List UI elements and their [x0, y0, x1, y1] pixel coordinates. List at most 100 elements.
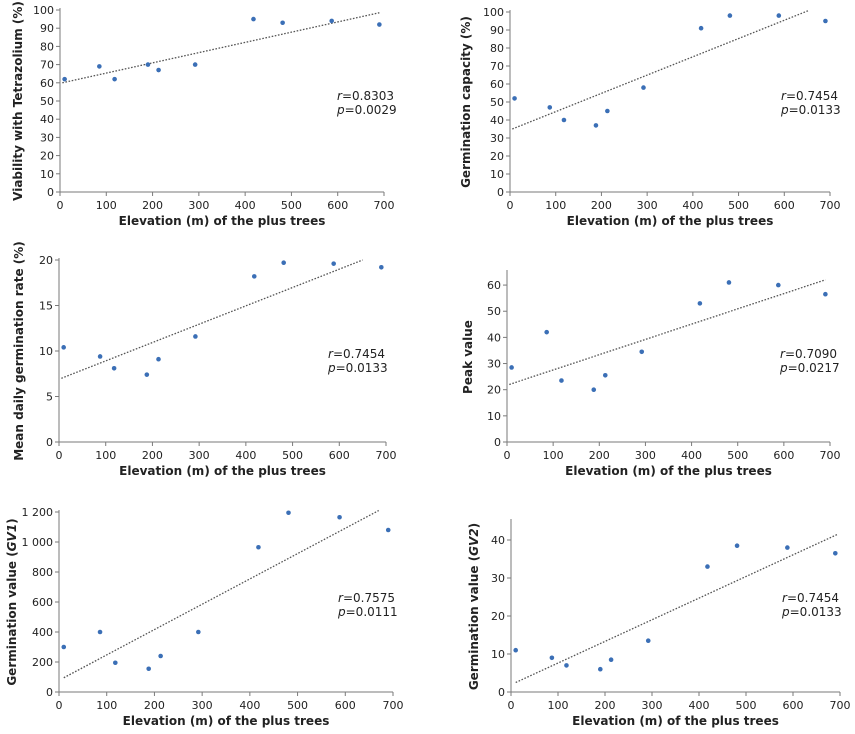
chart-4-x-tick-label: 0	[504, 449, 511, 462]
chart-1-y-tick-label: 20	[40, 150, 54, 163]
chart-2-y-tick-label: 10	[490, 168, 504, 181]
chart-3-data-point	[379, 264, 384, 270]
chart-2-x-tick-label: 300	[637, 199, 658, 212]
chart-3-x-tick-label: 600	[329, 449, 350, 462]
chart-4-data-point	[726, 280, 732, 285]
chart-1-data-point	[62, 76, 67, 82]
chart-1-y-tick-label: 80	[40, 40, 54, 53]
chart-1-x-tick-label: 400	[235, 199, 256, 212]
chart-6-x-tick-label: 500	[736, 699, 757, 712]
chart-2-y-tick-label: 80	[490, 42, 504, 55]
chart-3-x-axis-title: Elevation (m) of the plus trees	[119, 464, 326, 478]
chart-6-y-tick-label: 30	[491, 572, 505, 585]
chart-1-x-tick-label: 0	[57, 199, 64, 212]
chart-2-trend-line	[512, 9, 810, 130]
chart-6-y-tick-label: 10	[491, 648, 505, 661]
chart-2-y-tick-label: 50	[490, 96, 504, 109]
chart-4-r-value: r=0.7090	[780, 347, 837, 361]
chart-3-x-tick-label: 400	[235, 449, 256, 462]
chart-6-x-tick-label: 400	[689, 699, 710, 712]
chart-6-y-tick-label: 40	[491, 534, 505, 547]
chart-1-y-tick-label: 60	[40, 77, 54, 90]
chart-1-data-point	[192, 62, 198, 67]
chart-5-y-axis-title: Germination value (GV1)	[5, 518, 19, 685]
chart-1-y-tick-label: 30	[40, 131, 54, 144]
chart-5-data-point	[146, 666, 152, 672]
chart-4-data-point	[559, 378, 564, 383]
chart-3-y-tick-label: 5	[46, 391, 53, 404]
chart-4-data-point	[544, 329, 549, 335]
chart-5-data-point	[286, 510, 291, 516]
chart-2-y-tick-label: 40	[490, 114, 504, 127]
chart-2-x-tick-label: 0	[507, 199, 514, 212]
chart-1-y-tick-label: 40	[40, 113, 54, 126]
chart-5-data-point	[385, 527, 391, 533]
chart-6-y-tick-label: 0	[498, 686, 505, 699]
chart-4-data-point	[591, 387, 597, 392]
chart-2-x-axis-title: Elevation (m) of the plus trees	[567, 214, 774, 228]
chart-5-data-point	[337, 514, 342, 520]
chart-5-y-tick-label: 200	[32, 656, 53, 669]
chart-6-r-value: r=0.7454	[782, 591, 839, 605]
chart-2-x-tick-label: 400	[682, 199, 703, 212]
chart-5-x-tick-label: 600	[335, 699, 356, 712]
chart-3-p-value: p=0.0133	[327, 361, 388, 375]
chart-5-data-point	[113, 660, 118, 666]
chart-3-data-point	[144, 372, 150, 377]
chart-4-y-tick-label: 0	[494, 436, 501, 449]
chart-3-data-point	[97, 354, 103, 359]
chart-5-y-tick-label: 0	[46, 686, 53, 699]
chart-3-x-tick-label: 200	[142, 449, 163, 462]
chart-2-data-point	[561, 117, 567, 123]
chart-5: 0 200 400 600 800 1 000 1 200 0 100 200 300 400 500 6…	[5, 506, 404, 728]
chart-5-data-point	[97, 629, 103, 635]
chart-5-data-point	[61, 644, 67, 650]
chart-2-y-tick-label: 20	[490, 150, 504, 163]
chart-6-data-point	[608, 657, 614, 662]
chart-6-x-tick-label: 600	[783, 699, 804, 712]
chart-3-x-tick-label: 100	[95, 449, 116, 462]
chart-5-x-tick-label: 100	[96, 699, 117, 712]
chart-3-x-tick-label: 300	[189, 449, 210, 462]
chart-6-data-point	[734, 543, 740, 548]
chart-3-data-point	[193, 334, 198, 339]
chart-4-y-tick-label: 60	[487, 279, 501, 292]
chart-6-x-tick-label: 700	[830, 699, 851, 712]
chart-4-x-tick-label: 300	[635, 449, 656, 462]
chart-2-data-point	[698, 25, 704, 31]
chart-1-y-tick-label: 10	[40, 168, 54, 181]
chart-2-data-point	[776, 13, 782, 18]
chart-1-data-point	[329, 18, 334, 24]
chart-4-data-point	[697, 301, 703, 306]
chart-1-x-tick-label: 200	[142, 199, 163, 212]
chart-4-y-tick-label: 20	[487, 384, 501, 397]
chart-3-x-tick-label: 500	[282, 449, 303, 462]
chart-4-data-point	[776, 282, 781, 288]
chart-5-y-tick-label: 1 000	[22, 536, 54, 549]
chart-4-x-tick-label: 600	[773, 449, 794, 462]
chart-5-y-tick-label: 400	[32, 626, 53, 639]
chart-1-p-value: p=0.0029	[336, 103, 397, 117]
chart-6-trend-line	[515, 533, 838, 684]
chart-6-y-axis-title: Germination value (GV2)	[467, 523, 481, 690]
chart-2-data-point	[605, 108, 610, 114]
chart-1-x-tick-label: 300	[188, 199, 209, 212]
chart-3-y-tick-label: 0	[46, 436, 53, 449]
chart-2-data-point	[641, 85, 646, 90]
chart-4-data-point	[823, 291, 828, 297]
chart-3-data-point	[251, 274, 257, 279]
chart-1-data-point	[145, 62, 151, 67]
chart-1-y-tick-label: 70	[40, 59, 54, 72]
chart-3-trend-line	[61, 259, 363, 379]
chart-5-r-value: r=0.7575	[338, 591, 395, 605]
chart-6-data-point	[549, 655, 555, 661]
chart-1: 0 10 20 30 40 50 60 70 80 90 100 0 100 200 300 400 500 60…	[11, 1, 397, 228]
chart-6-data-point	[645, 638, 651, 643]
chart-4-y-tick-label: 10	[487, 410, 501, 423]
chart-3-data-point	[156, 356, 161, 362]
chart-2-data-point	[823, 18, 828, 24]
chart-4-x-tick-label: 100	[543, 449, 564, 462]
